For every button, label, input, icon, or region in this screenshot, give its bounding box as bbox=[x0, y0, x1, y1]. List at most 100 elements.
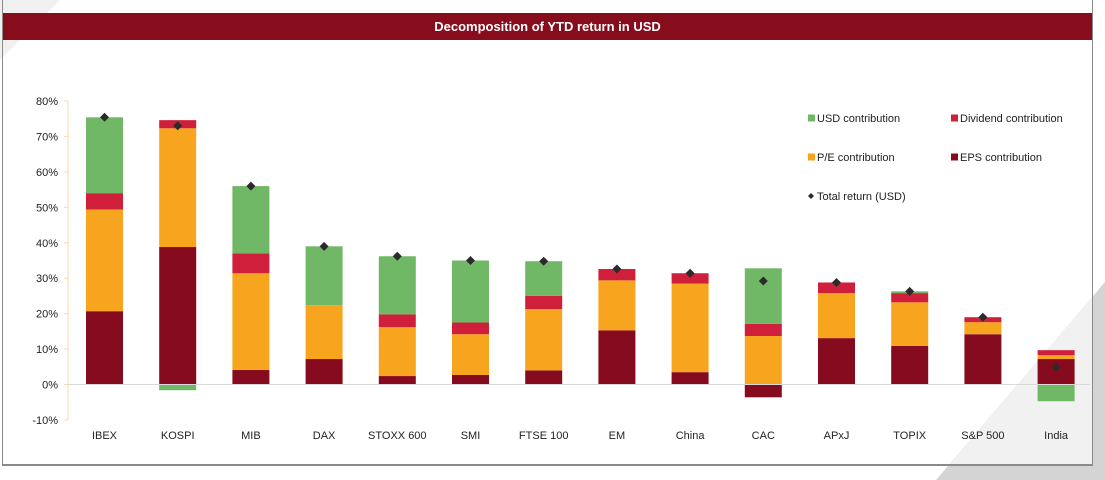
bar-segment-eps bbox=[232, 370, 270, 385]
bar-segment-pe bbox=[598, 280, 636, 331]
bar-segment-pe bbox=[86, 209, 123, 312]
total-return-marker bbox=[685, 268, 695, 278]
legend-swatch-usd bbox=[808, 114, 815, 122]
total-return-marker bbox=[173, 121, 183, 131]
bar-segment-pe bbox=[525, 309, 563, 371]
bar-segment-pe bbox=[964, 322, 1002, 335]
legend-swatch-eps bbox=[951, 153, 958, 161]
total-return-marker bbox=[392, 251, 402, 261]
bar-segment-pe bbox=[305, 305, 343, 360]
legend-label: Total return (USD) bbox=[817, 191, 906, 203]
bar-segment-eps bbox=[378, 376, 416, 385]
x-tick-label: SMI bbox=[461, 430, 481, 442]
x-tick-label: FTSE 100 bbox=[519, 430, 569, 442]
legend-label: EPS contribution bbox=[960, 152, 1042, 164]
bar-segment-dividend bbox=[891, 293, 929, 303]
x-tick-label: KOSPI bbox=[161, 430, 195, 442]
y-tick-label: 10% bbox=[36, 344, 58, 356]
bar-segment-eps bbox=[86, 311, 123, 385]
bar-segment-usd bbox=[232, 186, 270, 254]
bar-segment-eps bbox=[964, 334, 1002, 385]
bar-segment-pe bbox=[671, 283, 709, 373]
bar-segment-dividend bbox=[818, 282, 855, 294]
bar-segment-eps bbox=[891, 345, 929, 385]
legend-swatch-pe bbox=[808, 153, 815, 161]
bar-segment-dividend bbox=[1037, 350, 1075, 356]
bar-segment-eps bbox=[818, 338, 855, 385]
bar-segment-dividend bbox=[86, 193, 123, 210]
x-tick-label: CAC bbox=[752, 430, 775, 442]
y-tick-label: 50% bbox=[36, 202, 58, 214]
x-tick-label: TOPIX bbox=[893, 430, 926, 442]
bar-segment-usd bbox=[86, 117, 123, 194]
bar-segment-usd bbox=[305, 246, 343, 306]
chart-frame bbox=[2, 0, 1093, 466]
bar-segment-eps bbox=[305, 359, 343, 385]
total-return-marker bbox=[978, 312, 988, 322]
bar-segment-dividend bbox=[452, 322, 489, 335]
y-tick-label: 20% bbox=[36, 309, 58, 321]
x-tick-label: MIB bbox=[241, 430, 261, 442]
total-return-marker bbox=[758, 276, 768, 286]
x-tick-label: China bbox=[676, 430, 706, 442]
legend-label: Dividend contribution bbox=[960, 113, 1063, 125]
bar-segment-dividend bbox=[232, 253, 270, 274]
bar-segment-usd bbox=[452, 260, 489, 323]
bar-segment-pe bbox=[891, 302, 929, 346]
legend: USD contribution Dividend contribution P/E… bbox=[808, 113, 1063, 203]
bar-segment-usd bbox=[525, 261, 563, 296]
bar-segment-pe bbox=[818, 293, 855, 339]
bar-segment-eps bbox=[525, 370, 563, 385]
bar-segment-dividend bbox=[378, 314, 416, 328]
total-return-markers bbox=[100, 112, 1061, 373]
bar-segment-eps bbox=[744, 384, 782, 398]
bar-segment-pe bbox=[452, 334, 489, 375]
x-tick-label: STOXX 600 bbox=[368, 430, 427, 442]
total-return-marker bbox=[466, 256, 475, 265]
bars bbox=[86, 117, 1075, 402]
x-axis-labels: IBEX KOSPI MIB DAX STOXX 600 SMI FTSE 100 EM Chi… bbox=[92, 430, 1069, 442]
total-return-marker bbox=[612, 264, 622, 274]
y-tick-label: 0% bbox=[42, 380, 58, 392]
bar-segment-usd bbox=[378, 256, 416, 315]
y-tick-label: 30% bbox=[36, 273, 58, 285]
y-tick-label: -10% bbox=[32, 415, 58, 427]
x-tick-label: S&P 500 bbox=[961, 430, 1004, 442]
chart-title: Decomposition of YTD return in USD bbox=[3, 13, 1092, 40]
total-return-marker bbox=[539, 256, 549, 266]
bar-segment-pe bbox=[744, 335, 782, 385]
x-tick-label: India bbox=[1044, 430, 1069, 442]
bar-segment-usd bbox=[159, 384, 197, 391]
total-return-marker bbox=[905, 286, 915, 296]
y-tick-label: 40% bbox=[36, 238, 58, 250]
corner-shade-bottom-right-inner bbox=[949, 297, 1092, 465]
bar-segment-eps bbox=[452, 374, 489, 385]
legend-label: USD contribution bbox=[817, 113, 900, 125]
y-axis: -10% 0% 10% 20% 30% 40% 50% 60% 70% 80% bbox=[32, 96, 69, 427]
bar-segment-eps bbox=[598, 330, 636, 385]
bar-segment-dividend bbox=[525, 295, 563, 310]
y-tick-label: 80% bbox=[36, 96, 58, 108]
bar-segment-dividend bbox=[671, 273, 709, 284]
legend-label: P/E contribution bbox=[817, 152, 895, 164]
total-return-marker bbox=[246, 181, 256, 191]
bar-segment-pe bbox=[232, 273, 270, 371]
legend-marker-total bbox=[808, 193, 814, 199]
bar-segment-pe bbox=[378, 327, 416, 377]
bar-segment-pe bbox=[1037, 355, 1075, 360]
x-tick-label: EM bbox=[609, 430, 626, 442]
x-tick-label: APxJ bbox=[824, 430, 850, 442]
x-tick-label: DAX bbox=[313, 430, 336, 442]
total-return-marker bbox=[100, 112, 109, 122]
y-tick-label: 70% bbox=[36, 131, 58, 143]
bar-segment-dividend bbox=[598, 269, 636, 281]
total-return-marker bbox=[1051, 363, 1061, 373]
bar-segment-pe bbox=[159, 128, 197, 248]
bar-segment-dividend bbox=[744, 323, 782, 336]
bar-segment-usd bbox=[1037, 384, 1075, 402]
legend-swatch-dividend bbox=[951, 114, 958, 122]
bar-segment-eps bbox=[159, 247, 197, 385]
x-tick-label: IBEX bbox=[92, 430, 118, 442]
